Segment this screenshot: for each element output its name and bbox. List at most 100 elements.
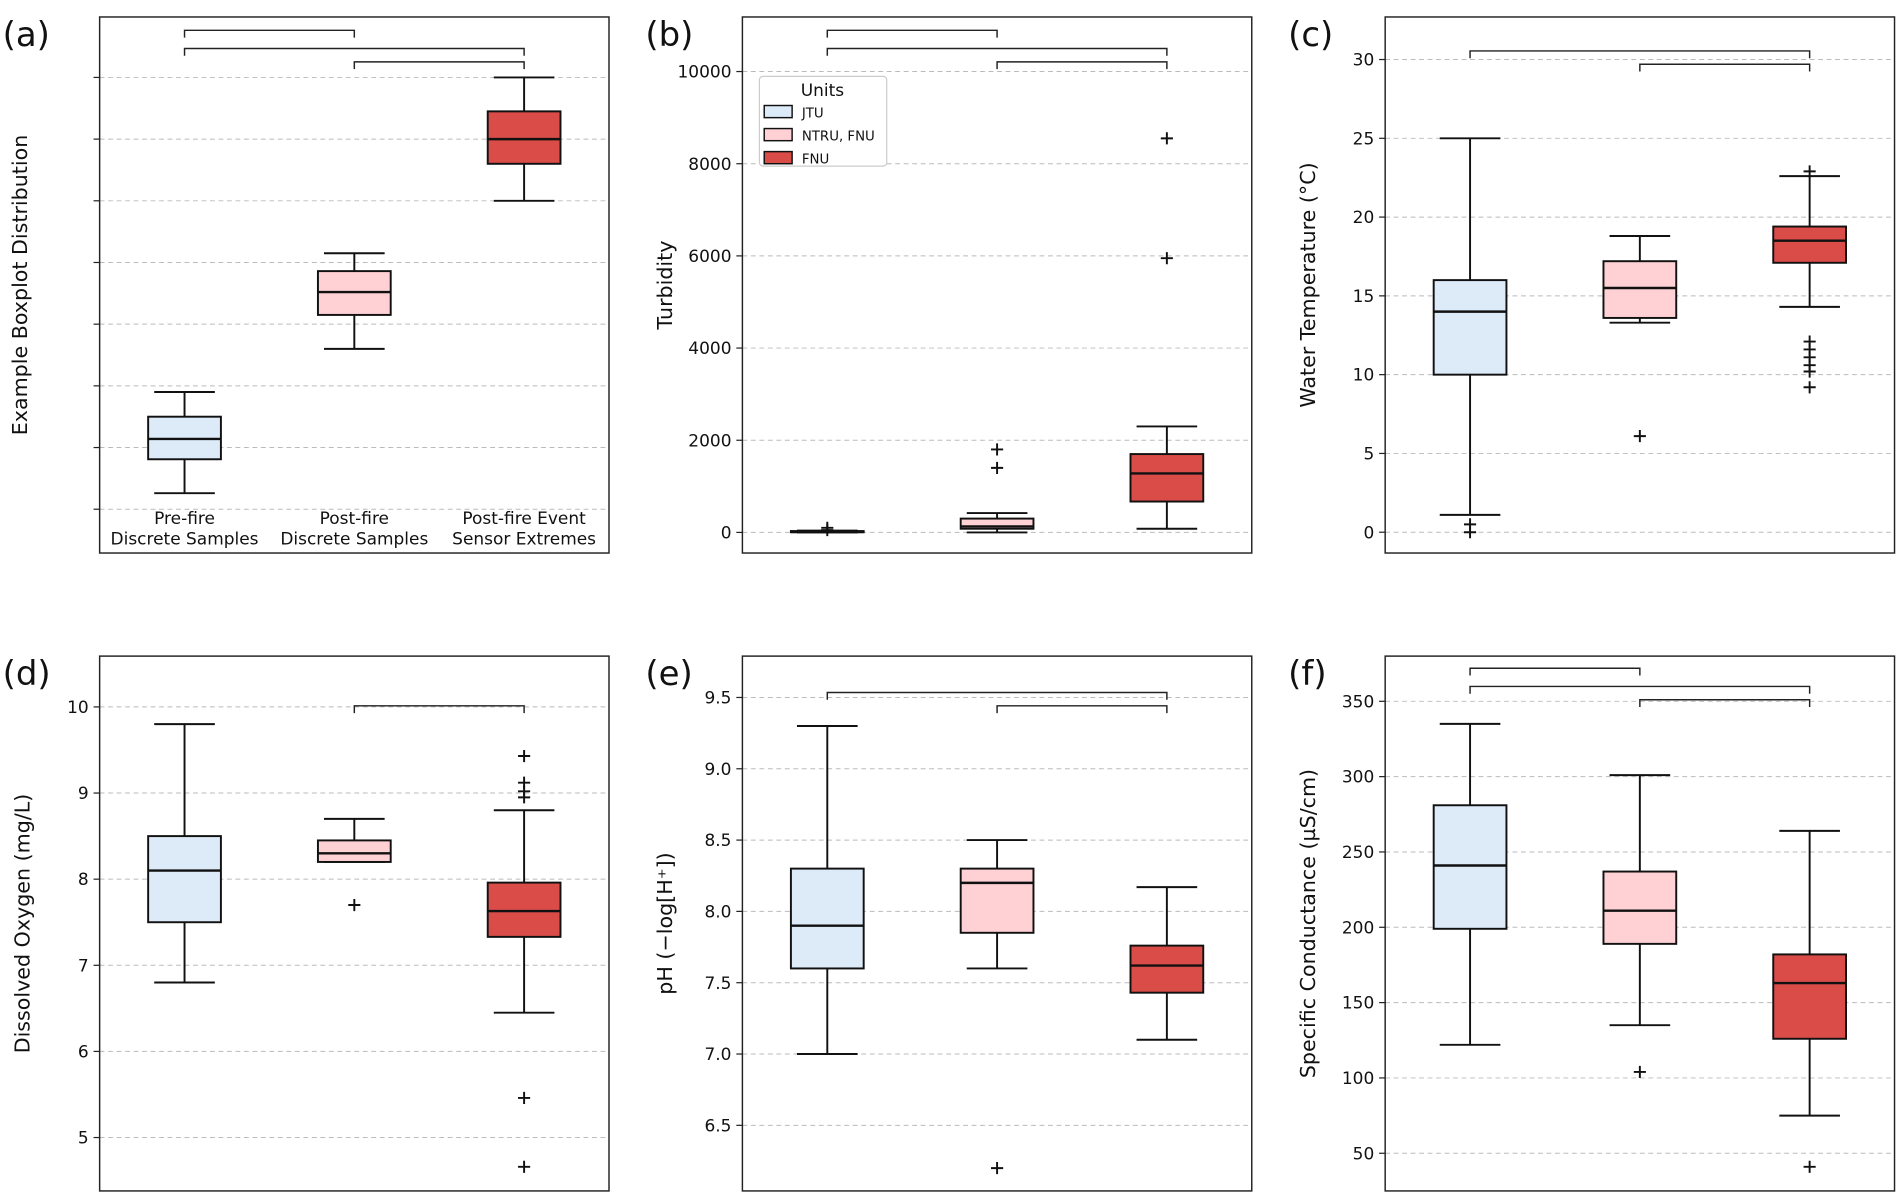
- axes-frame: [1384, 655, 1896, 1192]
- outlier-marker: [1633, 1065, 1646, 1078]
- y-tick-label: 7.5: [704, 974, 731, 994]
- x-tick-label: Discrete Samples: [111, 530, 259, 550]
- y-tick-label: 8.5: [704, 831, 731, 851]
- outlier-marker: [821, 524, 834, 537]
- box-iqr: [789, 867, 865, 970]
- outlier-marker: [348, 898, 361, 912]
- outlier-marker: [1803, 365, 1816, 378]
- outlier-marker: [518, 1160, 531, 1173]
- significance-bracket: [826, 47, 1168, 56]
- box-iqr: [316, 839, 392, 863]
- significance-bracket: [826, 29, 998, 38]
- y-tick-label: 300: [1342, 768, 1374, 788]
- box-0: [147, 723, 222, 984]
- box-1: [959, 443, 1035, 534]
- y-axis-label: Example Boxplot Distribution: [8, 135, 32, 436]
- axes-frame: [741, 655, 1253, 1192]
- y-tick-label: 20: [1353, 208, 1375, 228]
- box-1: [316, 252, 392, 350]
- box-1: [959, 839, 1035, 1175]
- panel-label: (d): [3, 654, 51, 694]
- box-2: [1129, 886, 1205, 1041]
- y-axis-label: Specific Conductance (µS/cm): [1296, 769, 1320, 1078]
- panel-e: 6.5 7.0 7.5 8.0 8.5 9.0 9.5 (e) pH (−log[H⁺]): [645, 654, 1253, 1192]
- box-1: [1602, 235, 1678, 443]
- panel-d: 5 6 7 8 9 10 (d) Dissolved Oxygen (mg/L): [3, 654, 610, 1192]
- axes-frame: [741, 16, 1253, 554]
- y-tick-label: 30: [1353, 51, 1375, 71]
- outlier-marker: [991, 461, 1004, 474]
- significance-bracket: [183, 29, 356, 38]
- box-iqr: [1432, 804, 1508, 930]
- y-tick-label: 250: [1342, 843, 1374, 863]
- y-tick-label: 8: [78, 870, 89, 890]
- legend-entry: FNU: [802, 153, 829, 168]
- box-iqr: [147, 835, 222, 924]
- outlier-marker: [518, 791, 531, 804]
- outlier-marker: [1803, 1160, 1816, 1173]
- legend-swatch: [763, 150, 793, 165]
- significance-bracket: [996, 61, 1168, 70]
- box-2: [486, 749, 562, 1173]
- y-tick-label: 7.0: [704, 1045, 731, 1065]
- y-tick-label: 9.5: [704, 689, 731, 709]
- box-0: [789, 521, 865, 537]
- y-tick-label: 10000: [678, 63, 732, 83]
- box-1: [316, 817, 392, 912]
- legend-entry: NTRU, FNU: [802, 130, 875, 145]
- box-iqr: [1129, 944, 1205, 994]
- legend-title: Units: [801, 81, 845, 101]
- box-iqr: [1602, 870, 1678, 945]
- box-iqr: [486, 881, 562, 938]
- y-tick-label: 8.0: [704, 902, 731, 922]
- x-tick-label: Sensor Extremes: [452, 530, 596, 550]
- significance-bracket: [826, 691, 1168, 700]
- y-tick-label: 8000: [688, 155, 731, 175]
- box-iqr: [1772, 953, 1847, 1040]
- y-tick-label: 5: [1363, 445, 1374, 465]
- panel-a: (a)Example Boxplot DistributionPre-fireD…: [3, 15, 610, 554]
- y-tick-label: 5: [78, 1129, 89, 1149]
- box-1: [1602, 774, 1678, 1078]
- y-tick-label: 50: [1353, 1144, 1375, 1164]
- box-0: [147, 391, 222, 495]
- box-2: [1772, 165, 1847, 394]
- legend-box: [758, 75, 888, 167]
- significance-bracket: [1639, 699, 1811, 708]
- legend-swatch: [763, 104, 793, 119]
- x-tick-label: Discrete Samples: [280, 530, 428, 550]
- significance-bracket: [1469, 50, 1811, 59]
- axes-frame: [98, 655, 610, 1192]
- panel-label: (a): [3, 15, 50, 55]
- y-axis-label: Water Temperature (°C): [1296, 162, 1320, 407]
- y-tick-label: 25: [1353, 129, 1375, 149]
- y-tick-label: 9.0: [704, 760, 731, 780]
- outlier-marker: [991, 1162, 1004, 1175]
- y-tick-label: 6: [78, 1042, 89, 1062]
- y-tick-label: 0: [721, 523, 732, 543]
- significance-bracket: [183, 47, 525, 56]
- outlier-marker: [1803, 165, 1816, 178]
- y-axis-label: pH (−log[H⁺]): [653, 852, 677, 994]
- significance-bracket: [1469, 685, 1811, 694]
- y-tick-label: 6000: [688, 247, 731, 267]
- y-tick-label: 150: [1342, 994, 1374, 1014]
- y-tick-label: 4000: [688, 339, 731, 359]
- outlier-marker: [1633, 430, 1646, 443]
- panel-f: 50 100 150 200 250 300 350 (f) Specific Conducta…: [1288, 654, 1896, 1192]
- box-iqr: [486, 110, 562, 165]
- box-2: [1129, 132, 1205, 530]
- significance-bracket: [996, 705, 1168, 714]
- box-iqr: [1602, 260, 1678, 319]
- box-2: [486, 76, 562, 202]
- box-iqr: [959, 867, 1035, 934]
- box-0: [1432, 137, 1508, 539]
- outlier-marker: [1803, 381, 1816, 394]
- panel-label: (c): [1288, 15, 1333, 55]
- x-tick-label: Post-fire Event: [462, 509, 586, 529]
- y-tick-label: 10: [67, 698, 89, 718]
- box-iqr: [1129, 453, 1205, 503]
- significance-bracket: [353, 705, 525, 714]
- box-0: [789, 725, 865, 1055]
